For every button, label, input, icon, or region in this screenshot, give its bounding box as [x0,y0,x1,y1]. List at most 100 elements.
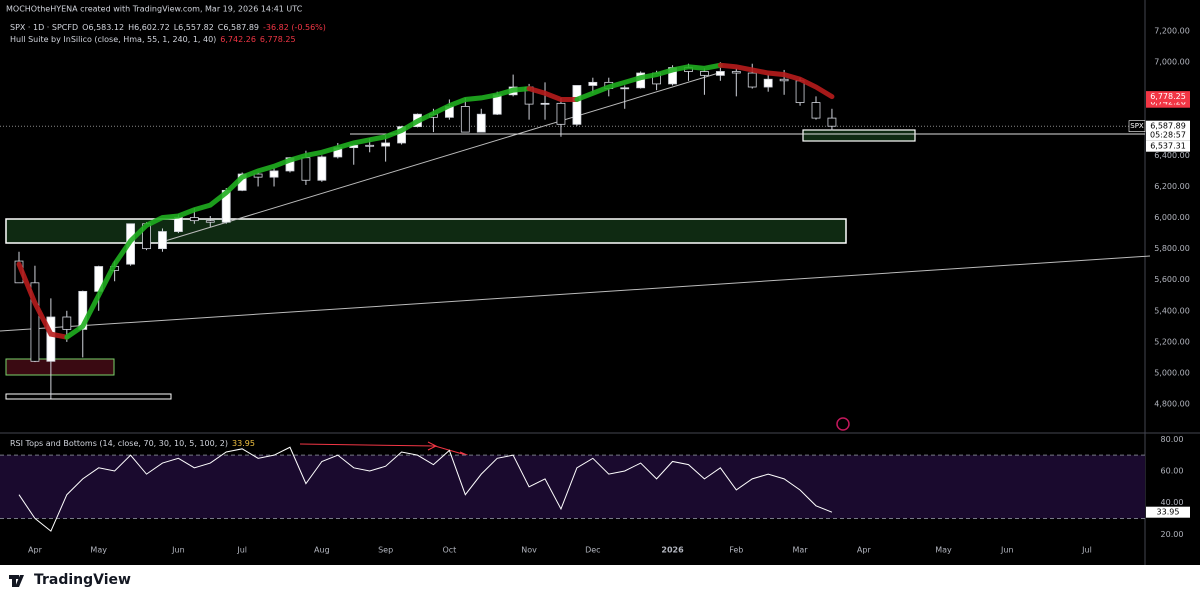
arrow-head [427,441,438,451]
candle-body [460,106,470,133]
candle-body [189,217,199,222]
footer-background [0,565,1200,600]
y-tick-label: 5,400.00 [1154,306,1190,315]
y2-tick-label: 60.00 [1161,466,1184,475]
rsi-tag-bg [1146,506,1190,518]
zone-box [802,129,916,142]
x-tick-label: Jul [236,546,247,555]
hull-line [526,86,580,102]
candle-body [715,71,725,76]
y-tick-label: 5,600.00 [1154,275,1190,284]
hull-tag-bg [1146,91,1190,103]
trend-line [164,71,723,242]
y-tick-label: 6,400.00 [1154,151,1190,160]
symbol-tag: SPX [1130,122,1144,130]
rsi-value: 33.95 [232,439,255,448]
x-tick-label: Apr [28,546,43,555]
y-tick-label: 5,000.00 [1154,368,1190,377]
candle-body [747,72,757,88]
hull-line [16,261,70,340]
y-tick-label: 5,200.00 [1154,337,1190,346]
ohlc-value: O6,583.12 [82,23,124,32]
x-tick-label: Aug [314,546,330,555]
y2-tick-label: 40.00 [1161,498,1184,507]
ohlc-value: L6,557.82 [174,23,214,32]
candle-body [620,87,630,90]
hull-tag-bg [1146,96,1190,108]
countdown-tag: 05:28:57 [1150,131,1186,140]
indicator-name: Hull Suite by InSilico (close, Hma, 55, … [10,35,216,44]
candle-body [540,102,550,105]
candle-body [381,142,391,147]
candle-body [269,170,279,178]
candle-body [811,102,821,119]
indicator-legend: Hull Suite by InSilico (close, Hma, 55, … [10,35,296,44]
y2-tick-label: 20.00 [1161,530,1184,539]
trend-line [0,255,1151,332]
y-tick-label: 7,200.00 [1154,27,1190,36]
candle-body [253,173,263,178]
x-tick-label: Sep [378,546,393,555]
candle-body [476,113,486,133]
x-tick-label: Jul [1081,546,1092,555]
candle-body [827,117,837,127]
candle-body [317,156,327,181]
ohlc-value: C6,587.89 [218,23,259,32]
candle-body [78,290,88,330]
x-tick-label: May [935,546,952,555]
rsi-title: RSI Tops and Bottoms (14, close, 70, 30,… [10,439,228,448]
x-tick-label: Feb [729,546,743,555]
y-tick-label: 7,000.00 [1154,58,1190,67]
candle-body [588,81,598,86]
candle-body [795,80,805,103]
indicator-value: 6,742.26 [220,35,256,44]
candle-body [158,231,167,250]
x-tick-label: Jun [1000,546,1014,555]
candle-body [763,78,773,88]
candle-body [46,316,56,362]
zone-box [5,393,172,400]
candle-body [173,217,183,232]
level-tag-bg [1146,140,1190,152]
change: -36.82 (-0.56%) [263,23,326,32]
candle-body [700,71,709,76]
hull-tag: 6,742.26 [1150,98,1186,107]
rsi-line [18,446,833,532]
x-tick-label: Mar [793,546,809,555]
hull-line [574,62,723,102]
hull-tag: 6,778.25 [1150,92,1186,101]
rsi-legend: RSI Tops and Bottoms (14, close, 70, 30,… [10,439,255,448]
y-tick-label: 5,800.00 [1154,244,1190,253]
symbol: SPX · 1D · SPCFD [10,23,78,32]
x-tick-label: Apr [857,546,872,555]
hull-line [717,62,835,100]
level-tag: 6,537.31 [1150,142,1186,151]
credit: MOCHOtheHYENA created with TradingView.c… [6,5,303,14]
alert-icon[interactable] [836,417,850,431]
x-tick-label: 2026 [661,546,684,555]
rsi-tag: 33.95 [1157,508,1180,517]
candle-body [301,157,311,181]
symbol-legend: SPX · 1D · SPCFD O6,583.12 H6,602.72 L6,557… [10,23,326,32]
symbol-tag-bg [1128,120,1146,132]
y-tick-label: 6,200.00 [1154,182,1190,191]
ohlc-value: H6,602.72 [128,23,170,32]
x-tick-label: Oct [442,546,456,555]
hull-line [64,86,532,340]
candle-body [556,102,566,125]
candle-body [365,144,375,147]
candle-body [205,220,215,223]
rsi-band [0,455,1145,519]
candle-body [731,71,741,74]
countdown-tag-bg [1146,129,1190,141]
x-tick-label: Dec [585,546,600,555]
y-tick-label: 4,800.00 [1154,400,1190,409]
brand-logo [9,575,24,587]
x-tick-label: Nov [521,546,537,555]
candle-body [397,126,406,144]
zone-box [5,358,115,376]
x-tick-label: May [90,546,107,555]
indicator-value: 6,778.25 [260,35,296,44]
